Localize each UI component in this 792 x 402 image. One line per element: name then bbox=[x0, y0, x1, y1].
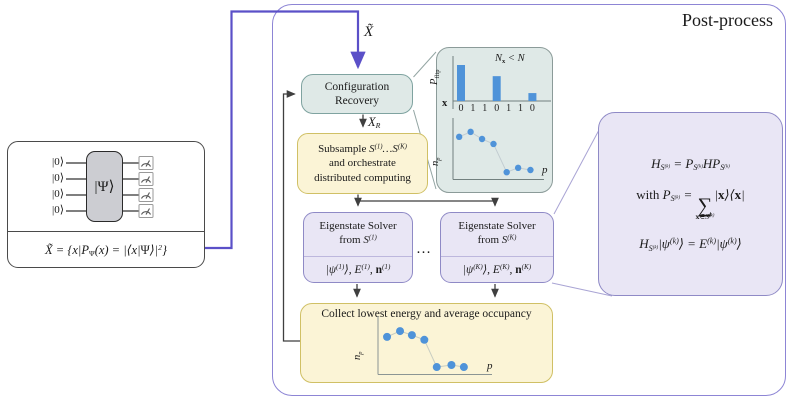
collect-np-axis-label: np bbox=[352, 351, 364, 361]
measurement-icon bbox=[138, 172, 154, 186]
circuit-formula-section: X̃ = {x|PΨ(x) = |⟨x|Ψ⟩|2} bbox=[8, 231, 204, 268]
occupancy-point bbox=[490, 140, 497, 148]
p-axis-label: p bbox=[542, 164, 548, 176]
circuit-diagram: |0⟩ |0⟩ |0⟩ |0⟩ |Ψ⟩ bbox=[8, 142, 204, 231]
configuration-recovery-line2: Recovery bbox=[334, 95, 380, 107]
collected-occupancy-point bbox=[420, 335, 429, 344]
occupancy-point bbox=[514, 164, 522, 172]
x-value-label: 0 bbox=[530, 103, 535, 114]
post-process-title: Post-process bbox=[682, 10, 773, 30]
x-row-label: x bbox=[442, 98, 448, 109]
ellipsis-between-solvers: … bbox=[416, 241, 433, 257]
x-value-label: 1 bbox=[470, 103, 475, 114]
np-axis-label: np bbox=[430, 157, 442, 167]
psi-gate-label: |Ψ⟩ bbox=[94, 179, 115, 195]
qubit-label: |0⟩ bbox=[52, 188, 64, 200]
solver2-output: |ψ(K)⟩, E(K), n(K) bbox=[441, 256, 553, 276]
measurement-icon bbox=[138, 156, 154, 170]
solver1-title: Eigenstate Solver from S(1) bbox=[319, 220, 397, 246]
x-value-label: 1 bbox=[482, 103, 487, 114]
qubit-label: |0⟩ bbox=[52, 204, 64, 216]
occupancy-point bbox=[467, 128, 474, 136]
occupancy-point bbox=[478, 135, 486, 143]
eigenstate-solver-2-box: Eigenstate Solver from S(K) |ψ(K)⟩, E(K)… bbox=[440, 212, 554, 283]
qubit-label: |0⟩ bbox=[52, 156, 64, 168]
solver2-title: Eigenstate Solver from S(K) bbox=[458, 220, 536, 246]
x-tilde-label: X̃ bbox=[364, 24, 374, 40]
pflip-bar bbox=[492, 76, 501, 101]
eigenstate-solver-1-box: Eigenstate Solver from S(1) |ψ(1)⟩, E(1)… bbox=[303, 212, 413, 283]
subsample-line1: Subsample S(1)…S(K) bbox=[318, 142, 407, 155]
x-r-label: XR bbox=[368, 115, 381, 131]
projected-hamiltonian-equations-panel: HS(k) = PS(k)HPS(k) with PS(k) = ∑ x∈S(k)… bbox=[598, 112, 783, 296]
subsample-line2: and orchestrate bbox=[329, 157, 396, 170]
collect-title: Collect lowest energy and average occupa… bbox=[321, 308, 532, 320]
equation-eigenvalue: HS(k)|ψ(k)⟩ = E(k)|ψ(k)⟩ bbox=[639, 236, 742, 253]
collected-occupancy-chart bbox=[377, 316, 492, 375]
subsample-box: Subsample S(1)…S(K) and orchestrate dist… bbox=[297, 133, 428, 194]
quantum-circuit-box: |0⟩ |0⟩ |0⟩ |0⟩ |Ψ⟩ X̃ = {x|PΨ(x) = |⟨x|Ψ⟩|… bbox=[7, 141, 205, 268]
x-value-label: 0 bbox=[459, 103, 464, 114]
collect-results-box: Collect lowest energy and average occupa… bbox=[300, 303, 553, 383]
pflip-bar bbox=[457, 65, 465, 101]
collected-occupancy-point bbox=[459, 363, 468, 372]
equation-hamiltonian-projection: HS(k) = PS(k)HPS(k) bbox=[651, 155, 730, 172]
occupancy-point bbox=[455, 133, 463, 141]
solver1-output: |ψ(1)⟩, E(1), n(1) bbox=[304, 256, 412, 276]
configuration-recovery-box: Configuration Recovery bbox=[301, 74, 413, 114]
equation-projector-definition: with PS(k) = ∑ x∈S(k) |x⟩⟨x| bbox=[636, 186, 745, 222]
pflip-axis-label: Pflip bbox=[429, 69, 441, 85]
x-value-label: 1 bbox=[518, 103, 523, 114]
configuration-recovery-line1: Configuration bbox=[324, 81, 390, 93]
qubit-label: |0⟩ bbox=[52, 172, 64, 184]
nx-less-than-n-annotation: Nx < N bbox=[495, 53, 525, 65]
collect-p-axis-label: p bbox=[487, 360, 493, 372]
measurement-icon bbox=[138, 188, 154, 202]
collected-occupancy-point bbox=[407, 331, 416, 340]
subsample-line3: distributed computing bbox=[314, 171, 411, 184]
measurement-icon bbox=[138, 204, 154, 218]
collected-occupancy-point bbox=[432, 363, 441, 372]
pflip-bar bbox=[528, 93, 537, 101]
sampled-set-formula: X̃ = {x|PΨ(x) = |⟨x|Ψ⟩|2} bbox=[45, 242, 167, 259]
x-value-label: 0 bbox=[494, 103, 499, 114]
occupancy-point bbox=[503, 168, 510, 176]
collected-occupancy-point bbox=[396, 327, 405, 336]
collected-occupancy-point bbox=[383, 332, 392, 341]
x-value-label: 1 bbox=[506, 103, 511, 114]
psi-state-gate: |Ψ⟩ bbox=[86, 151, 123, 222]
occupancy-point bbox=[527, 166, 534, 174]
collected-occupancy-point bbox=[447, 361, 456, 370]
